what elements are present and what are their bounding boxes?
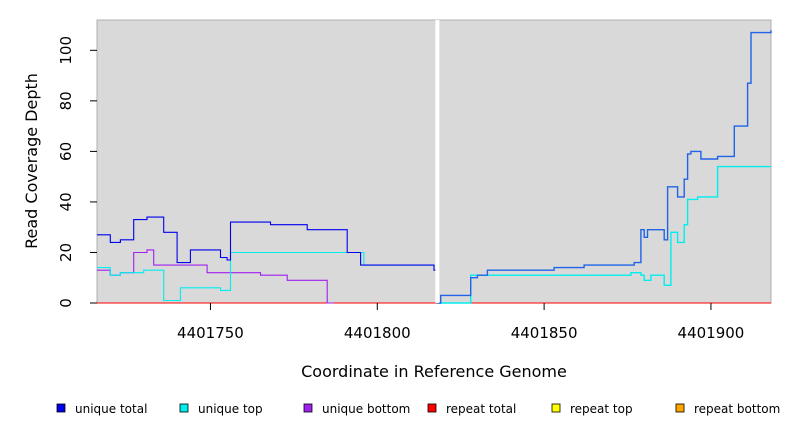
- legend-label: unique total: [75, 402, 147, 416]
- y-tick-label: 100: [57, 36, 75, 65]
- legend-label: unique bottom: [322, 402, 410, 416]
- legend-label: repeat bottom: [694, 402, 780, 416]
- legend-label: unique top: [198, 402, 263, 416]
- series-line-7: [437, 165, 771, 304]
- legend-label: repeat total: [446, 402, 516, 416]
- legend-swatch: [427, 403, 437, 413]
- series-layer: [97, 30, 772, 304]
- x-tick-label: 4401750: [177, 324, 244, 342]
- x-axis-title: Coordinate in Reference Genome: [301, 362, 567, 381]
- legend: unique total unique top unique bottom repea…: [56, 402, 780, 416]
- legend-swatch: [179, 403, 189, 413]
- plot-background: [96, 19, 772, 304]
- y-axis: 0 20 40 60 80 100: [57, 36, 97, 308]
- x-axis: 4401750 4401800 4401850 4401900: [177, 303, 744, 342]
- series-line-0: [97, 216, 438, 303]
- x-tick-label: 4401800: [344, 324, 411, 342]
- series-line-1: [97, 251, 435, 302]
- legend-swatch: [56, 403, 66, 413]
- y-tick-label: 20: [57, 243, 75, 262]
- y-tick-label: 0: [57, 298, 75, 308]
- x-tick-label: 4401900: [678, 324, 745, 342]
- y-tick-label: 80: [57, 91, 75, 110]
- y-tick-label: 60: [57, 142, 75, 161]
- y-tick-label: 40: [57, 192, 75, 211]
- series-line-6: [437, 30, 772, 304]
- x-tick-label: 4401850: [511, 324, 578, 342]
- y-axis-title: Read Coverage Depth: [22, 73, 41, 249]
- legend-label: repeat top: [570, 402, 633, 416]
- legend-swatch: [551, 403, 561, 413]
- legend-swatch: [303, 403, 313, 413]
- legend-swatch: [675, 403, 685, 413]
